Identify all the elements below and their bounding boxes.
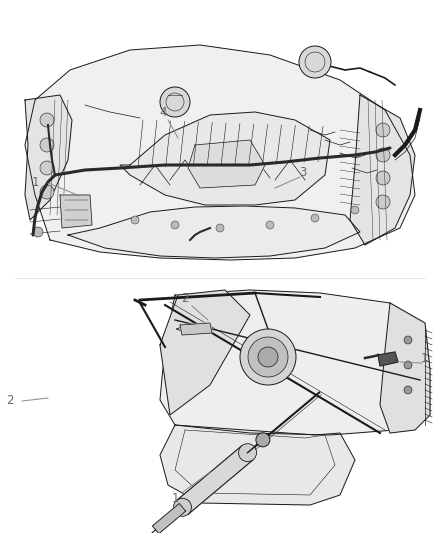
Circle shape	[171, 221, 179, 229]
Text: 2: 2	[6, 393, 14, 407]
Text: 4: 4	[159, 106, 167, 118]
Text: 1: 1	[31, 175, 39, 189]
Circle shape	[404, 361, 412, 369]
Polygon shape	[177, 446, 253, 514]
Circle shape	[404, 336, 412, 344]
Circle shape	[376, 148, 390, 162]
Circle shape	[376, 123, 390, 137]
Circle shape	[256, 433, 270, 447]
Circle shape	[311, 214, 319, 222]
Circle shape	[266, 221, 274, 229]
Polygon shape	[120, 112, 330, 205]
Circle shape	[404, 386, 412, 394]
Circle shape	[160, 87, 190, 117]
Circle shape	[240, 329, 296, 385]
Circle shape	[173, 498, 191, 516]
Polygon shape	[152, 504, 186, 533]
Circle shape	[40, 113, 54, 127]
Text: 1: 1	[420, 351, 428, 365]
Circle shape	[40, 138, 54, 152]
Circle shape	[131, 216, 139, 224]
Polygon shape	[68, 206, 360, 258]
Polygon shape	[160, 425, 355, 505]
Circle shape	[376, 171, 390, 185]
Polygon shape	[350, 95, 415, 245]
Circle shape	[239, 443, 257, 462]
Polygon shape	[25, 45, 415, 260]
Circle shape	[40, 185, 54, 199]
Text: 3: 3	[299, 166, 307, 179]
Polygon shape	[60, 195, 92, 228]
Circle shape	[258, 347, 278, 367]
Circle shape	[216, 224, 224, 232]
Text: 1: 1	[171, 491, 179, 505]
Polygon shape	[160, 290, 430, 435]
Polygon shape	[380, 303, 430, 433]
Circle shape	[299, 46, 331, 78]
Polygon shape	[188, 140, 265, 188]
Circle shape	[248, 337, 288, 377]
Circle shape	[33, 227, 43, 237]
Circle shape	[351, 206, 359, 214]
Circle shape	[376, 195, 390, 209]
Polygon shape	[180, 323, 212, 335]
Text: 2: 2	[181, 292, 189, 304]
Polygon shape	[25, 95, 72, 220]
Polygon shape	[378, 352, 398, 366]
Circle shape	[40, 161, 54, 175]
Polygon shape	[160, 290, 250, 415]
